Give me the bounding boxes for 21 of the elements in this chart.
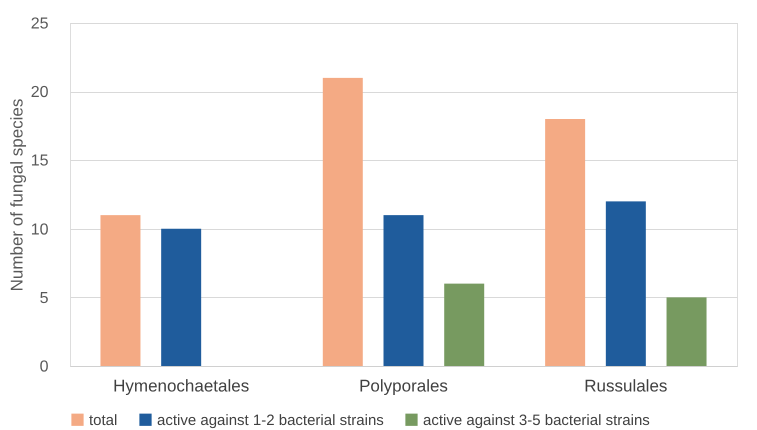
y-tick-label: 5 (40, 290, 49, 307)
bar (545, 119, 586, 366)
bar (322, 78, 363, 366)
bar (161, 228, 202, 366)
legend-label: active against 3-5 bacterial strains (423, 412, 650, 429)
bar (666, 297, 707, 366)
y-tick-label: 20 (30, 84, 49, 102)
legend-label: total (89, 412, 118, 429)
legend-label: active against 1-2 bacterial strains (157, 412, 384, 429)
bar (606, 201, 646, 366)
y-tick-label: 0 (40, 358, 49, 376)
bar (100, 215, 140, 366)
x-tick-label: Russulales (584, 376, 668, 396)
x-tick-label: Polyporales (359, 376, 448, 396)
y-tick-label: 10 (30, 221, 49, 238)
y-axis-title: Number of fungal species (8, 98, 27, 292)
y-tick-label: 15 (30, 152, 49, 170)
bar (444, 284, 484, 366)
y-tick-label: 25 (30, 16, 49, 32)
bar (384, 215, 424, 366)
x-tick-label: Hymenochaetales (113, 376, 250, 396)
